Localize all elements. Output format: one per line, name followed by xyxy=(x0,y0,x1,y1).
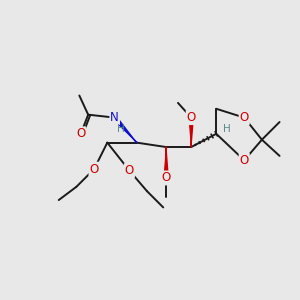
Text: O: O xyxy=(240,111,249,124)
Text: O: O xyxy=(89,163,99,176)
Text: N: N xyxy=(110,111,119,124)
Polygon shape xyxy=(113,116,137,143)
Polygon shape xyxy=(189,118,193,147)
Polygon shape xyxy=(164,147,168,178)
Text: O: O xyxy=(240,154,249,167)
Text: H: H xyxy=(117,124,124,134)
Text: H: H xyxy=(223,124,230,134)
Text: O: O xyxy=(125,164,134,177)
Text: O: O xyxy=(76,127,86,140)
Text: O: O xyxy=(187,111,196,124)
Text: O: O xyxy=(162,172,171,184)
